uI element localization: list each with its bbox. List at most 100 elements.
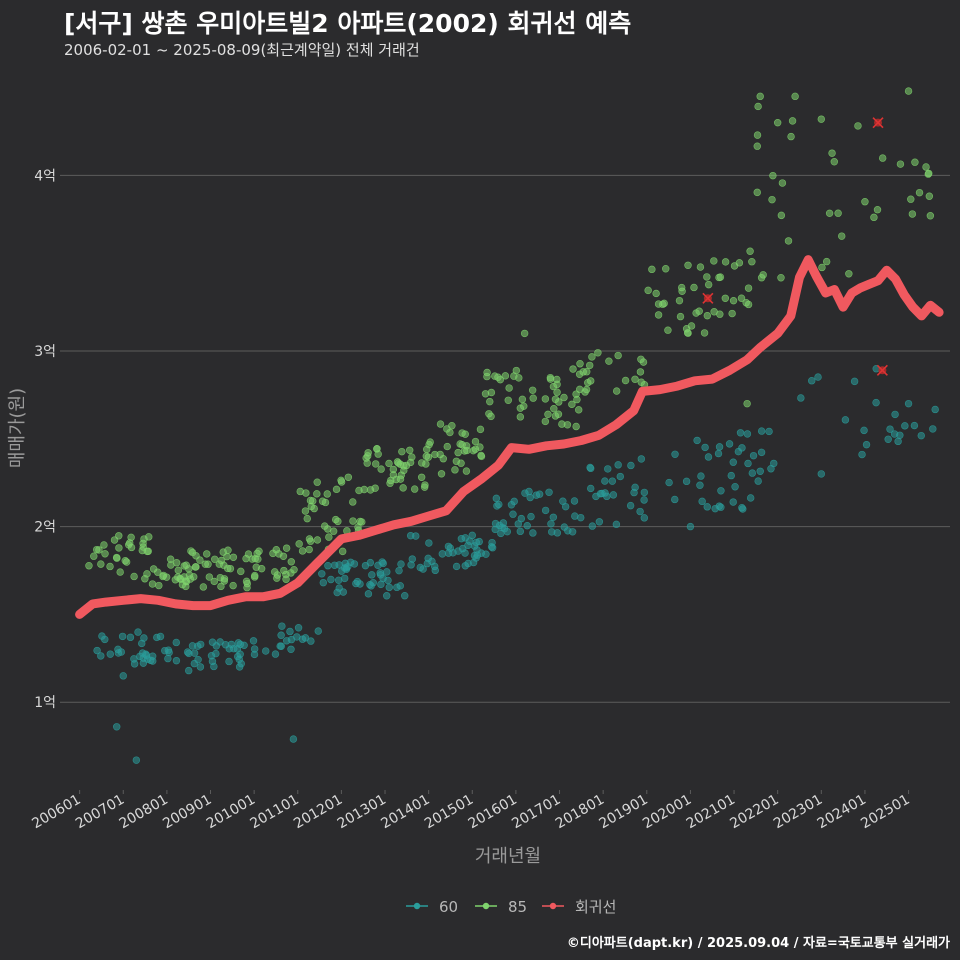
data-point: [854, 122, 862, 130]
data-point: [738, 444, 746, 452]
data-point: [360, 485, 368, 494]
data-point: [558, 420, 566, 428]
data-point: [743, 430, 752, 438]
data-point: [551, 412, 560, 420]
data-point: [926, 212, 935, 220]
data-point: [113, 723, 121, 731]
data-point: [301, 507, 310, 515]
data-point: [419, 565, 427, 573]
data-point: [701, 443, 709, 452]
data-point: [510, 372, 518, 380]
data-point: [675, 296, 684, 305]
chart-subtitle: 2006-02-01 ~ 2025-08-09(최근계약일) 전체 거래건: [64, 41, 420, 59]
data-point: [510, 497, 518, 506]
data-point: [560, 393, 568, 402]
data-point: [305, 535, 314, 543]
data-point: [223, 552, 231, 561]
data-point: [621, 376, 630, 385]
data-point: [601, 477, 609, 485]
data-point: [277, 642, 285, 650]
data-point: [735, 259, 744, 267]
data-point: [729, 458, 737, 466]
data-point: [825, 209, 834, 218]
data-point: [325, 533, 333, 541]
data-point: [744, 284, 753, 292]
data-point: [229, 553, 238, 562]
data-point: [344, 562, 352, 571]
data-point: [748, 469, 757, 477]
data-point: [383, 592, 391, 600]
data-point: [358, 518, 366, 526]
data-point: [627, 461, 635, 470]
data-point: [236, 650, 244, 658]
data-point: [652, 289, 660, 298]
data-point: [757, 448, 766, 457]
data-point: [204, 560, 212, 568]
data-point: [400, 466, 408, 475]
data-point: [830, 158, 838, 166]
y-tick-label: 4억: [34, 168, 56, 184]
data-point: [395, 566, 403, 575]
data-point: [349, 517, 357, 525]
data-point: [560, 523, 569, 531]
data-point: [250, 645, 259, 653]
grid-lines: [60, 174, 950, 703]
x-tick-label: 200801: [117, 792, 171, 833]
data-point: [183, 648, 192, 656]
data-point: [332, 485, 341, 494]
data-point: [438, 550, 447, 558]
data-point: [582, 385, 591, 394]
data-point: [468, 531, 476, 540]
data-point: [553, 380, 561, 389]
data-point: [393, 458, 402, 466]
data-point: [639, 358, 648, 366]
data-point: [399, 484, 407, 492]
data-point: [614, 461, 622, 469]
data-point: [461, 562, 469, 570]
data-point: [696, 481, 704, 489]
data-point: [164, 654, 172, 663]
data-point: [377, 465, 385, 473]
x-tick-label: 202401: [815, 792, 869, 833]
legend: 60 85 회귀선: [406, 898, 616, 916]
outlier-cross: [702, 292, 714, 304]
data-point: [748, 258, 756, 266]
data-point: [586, 377, 595, 385]
data-point: [527, 512, 535, 521]
data-point: [303, 514, 311, 523]
data-point: [858, 450, 866, 459]
data-point: [324, 562, 332, 570]
data-point: [110, 536, 119, 544]
data-point: [808, 377, 816, 385]
data-point: [841, 416, 850, 424]
data-point: [704, 280, 713, 289]
data-point: [545, 488, 553, 496]
data-point: [541, 417, 550, 426]
data-point: [576, 360, 584, 368]
data-point: [604, 465, 612, 473]
data-point: [767, 465, 775, 473]
x-tick-label: 202301: [771, 792, 825, 833]
data-point: [496, 375, 505, 384]
x-tick-label: 201201: [291, 792, 345, 833]
data-point: [753, 131, 762, 139]
x-tick-label: 201701: [509, 792, 563, 833]
data-point: [550, 404, 558, 413]
x-tick-label: 202101: [684, 792, 738, 833]
data-point: [462, 467, 471, 475]
data-point: [504, 396, 512, 404]
data-point: [217, 582, 225, 591]
data-point: [822, 257, 831, 266]
data-point: [171, 576, 180, 584]
data-point: [922, 163, 930, 171]
x-tick-label: 201601: [466, 792, 520, 833]
data-point: [838, 232, 846, 240]
data-point: [516, 413, 525, 421]
data-point: [609, 491, 618, 499]
data-point: [126, 633, 135, 642]
data-point: [338, 547, 347, 556]
data-point: [309, 497, 317, 505]
data-point: [210, 577, 218, 586]
data-point: [398, 447, 406, 456]
data-point: [592, 492, 600, 501]
